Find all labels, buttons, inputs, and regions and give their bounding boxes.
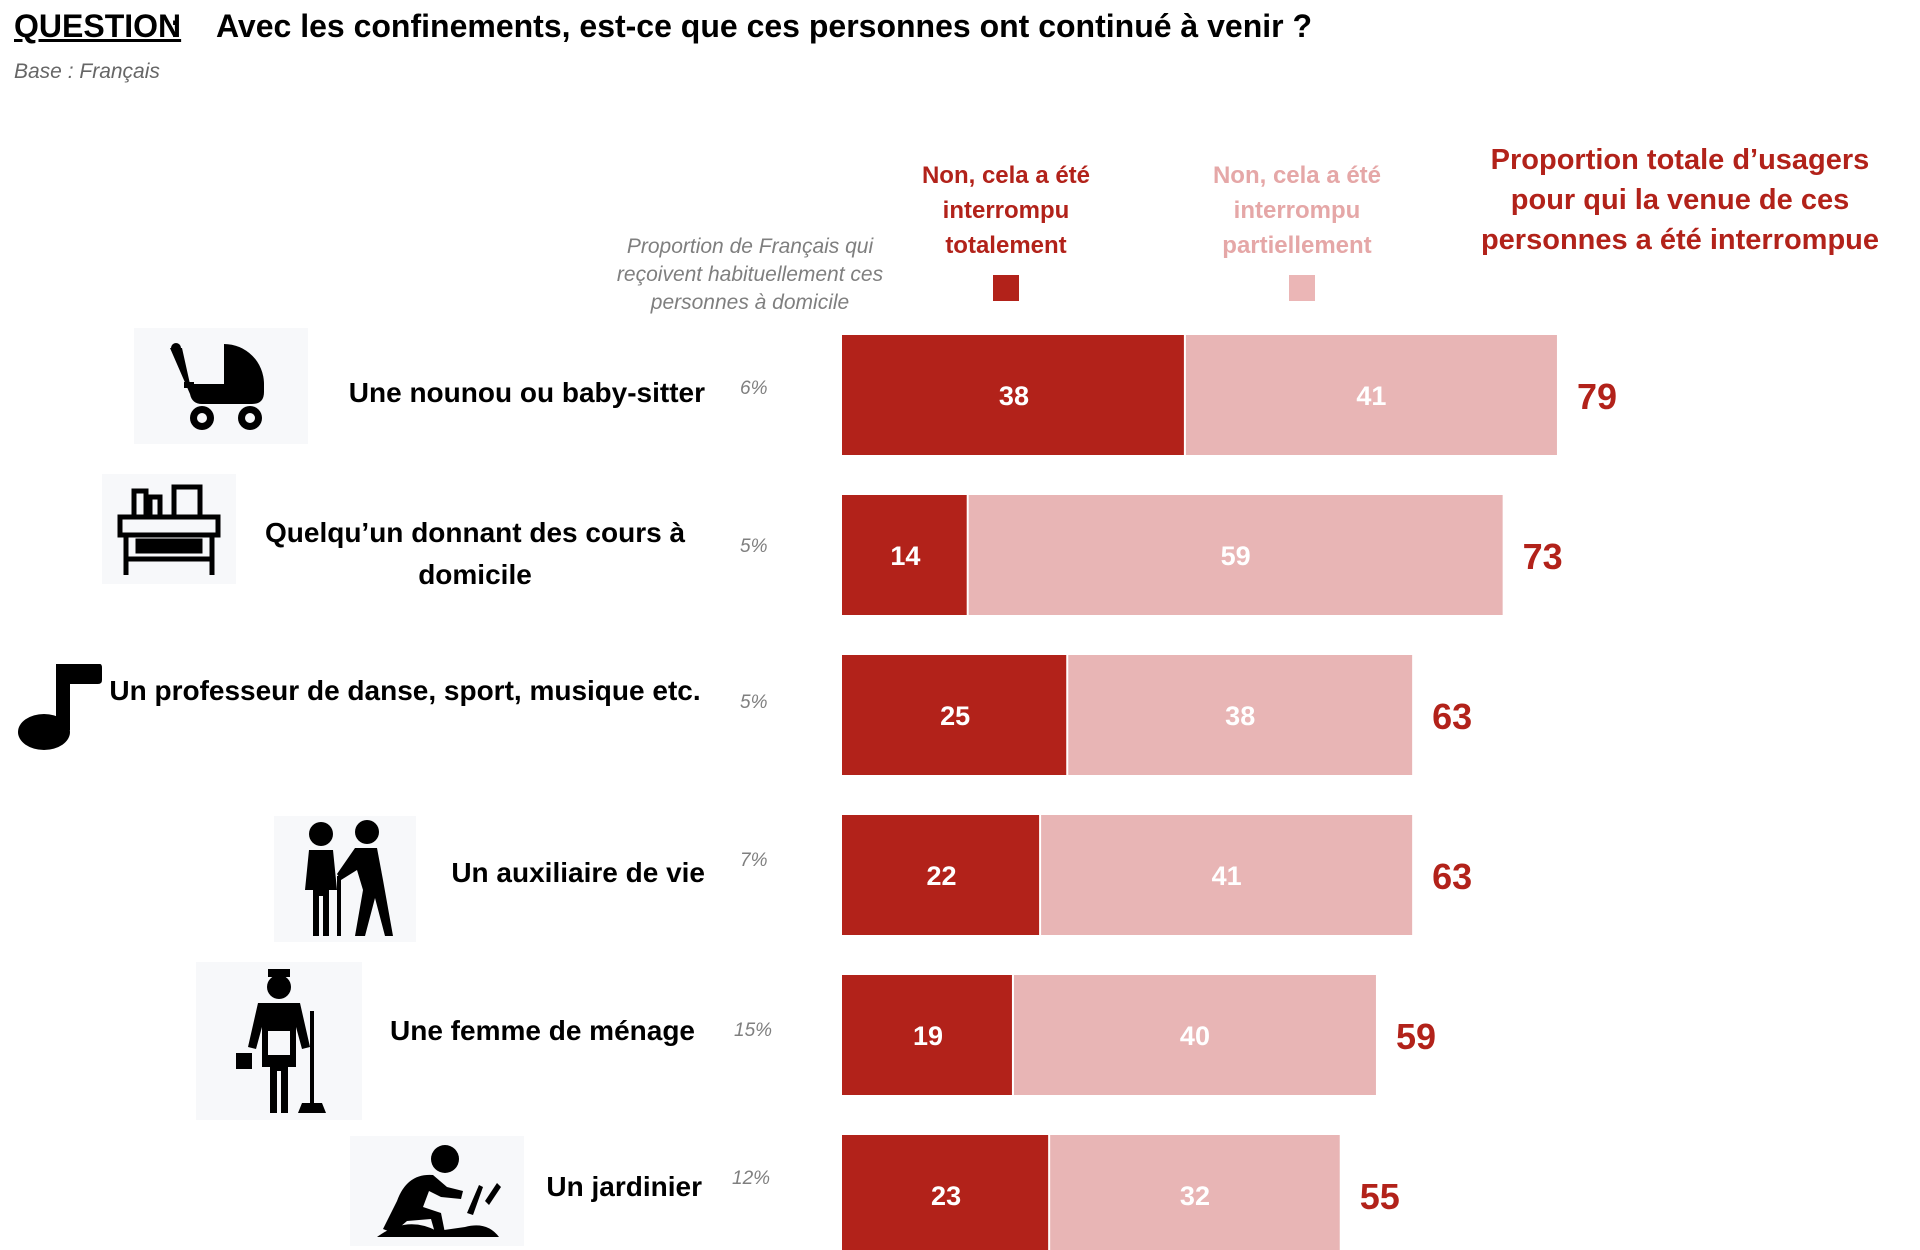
total-label-5: 55 — [1360, 1176, 1400, 1217]
total-label-4: 59 — [1396, 1016, 1436, 1057]
bar-label-partial-0: 41 — [1356, 381, 1386, 411]
gardener-icon — [350, 1136, 524, 1246]
bar-partial-2 — [1068, 655, 1413, 775]
bar-label-full-3: 22 — [927, 861, 957, 891]
bar-partial-0 — [1185, 335, 1557, 455]
bar-label-partial-4: 40 — [1180, 1021, 1210, 1051]
total-label-0: 79 — [1577, 376, 1617, 417]
row-share-nounou: 6% — [740, 378, 768, 399]
question-label: QUESTION — [14, 8, 182, 44]
total-label-1: 73 — [1523, 536, 1563, 577]
row-label-professeur: Un professeur de danse, sport, musique e… — [105, 670, 705, 712]
cleaner-icon — [196, 962, 362, 1120]
bar-label-full-0: 38 — [999, 381, 1029, 411]
bar-label-full-2: 25 — [940, 701, 970, 731]
question-colon: : — [170, 8, 181, 44]
row-label-jardinier: Un jardinier — [546, 1171, 702, 1202]
music-note-icon — [16, 660, 102, 752]
bar-full-5 — [842, 1135, 1049, 1250]
bar-full-0 — [842, 335, 1184, 455]
bar-partial-5 — [1050, 1135, 1340, 1250]
bar-label-full-5: 23 — [931, 1181, 961, 1211]
row-share-professeur: 5% — [740, 692, 768, 713]
bar-partial-3 — [1041, 815, 1413, 935]
bar-label-partial-3: 41 — [1212, 861, 1242, 891]
row-share-menage: 15% — [734, 1020, 773, 1041]
row-label-cours-text: Quelqu’un donnant des cours à domicile — [264, 517, 686, 590]
legend-swatch-full — [993, 275, 1019, 301]
legend-swatch-partial — [1289, 275, 1315, 301]
row-label-menage: Une femme de ménage — [390, 1015, 695, 1046]
share-column-header: Proportion de Français qui reçoivent hab… — [616, 235, 884, 314]
row-share-auxiliaire: 7% — [740, 850, 768, 871]
row-label-professeur-text: Un professeur de danse, sport, musique e… — [109, 675, 701, 706]
bar-label-full-4: 19 — [913, 1021, 943, 1051]
baby-stroller-icon — [134, 328, 308, 444]
total-label-3: 63 — [1432, 856, 1472, 897]
base-note: Base : Français — [14, 60, 160, 83]
question-text: Avec les confinements, est-ce que ces pe… — [216, 8, 1313, 44]
bar-partial-1 — [968, 495, 1503, 615]
legend-label-full: Non, cela a été interrompu totalement — [921, 162, 1091, 259]
bar-full-4 — [842, 975, 1012, 1095]
bar-label-partial-2: 38 — [1225, 701, 1255, 731]
row-label-cours: Quelqu’un donnant des cours à domicile — [245, 512, 705, 596]
bar-full-2 — [842, 655, 1067, 775]
row-share-jardinier: 12% — [732, 1168, 771, 1189]
bar-label-partial-1: 59 — [1221, 541, 1251, 571]
elderly-couple-icon — [274, 816, 416, 942]
row-label-nounou: Une nounou ou baby-sitter — [348, 377, 705, 408]
total-column-header: Proportion totale d’usagers pour qui la … — [1480, 144, 1880, 256]
row-label-auxiliaire: Un auxiliaire de vie — [451, 857, 705, 888]
bar-label-partial-5: 32 — [1180, 1181, 1210, 1211]
row-share-cours: 5% — [740, 536, 768, 557]
bar-partial-4 — [1013, 975, 1376, 1095]
bar-label-full-1: 14 — [890, 541, 920, 571]
bar-full-3 — [842, 815, 1040, 935]
total-label-2: 63 — [1432, 696, 1472, 737]
bar-full-1 — [842, 495, 967, 615]
legend-label-partial: Non, cela a été interrompu partiellement — [1212, 162, 1382, 259]
desk-icon — [102, 474, 236, 584]
